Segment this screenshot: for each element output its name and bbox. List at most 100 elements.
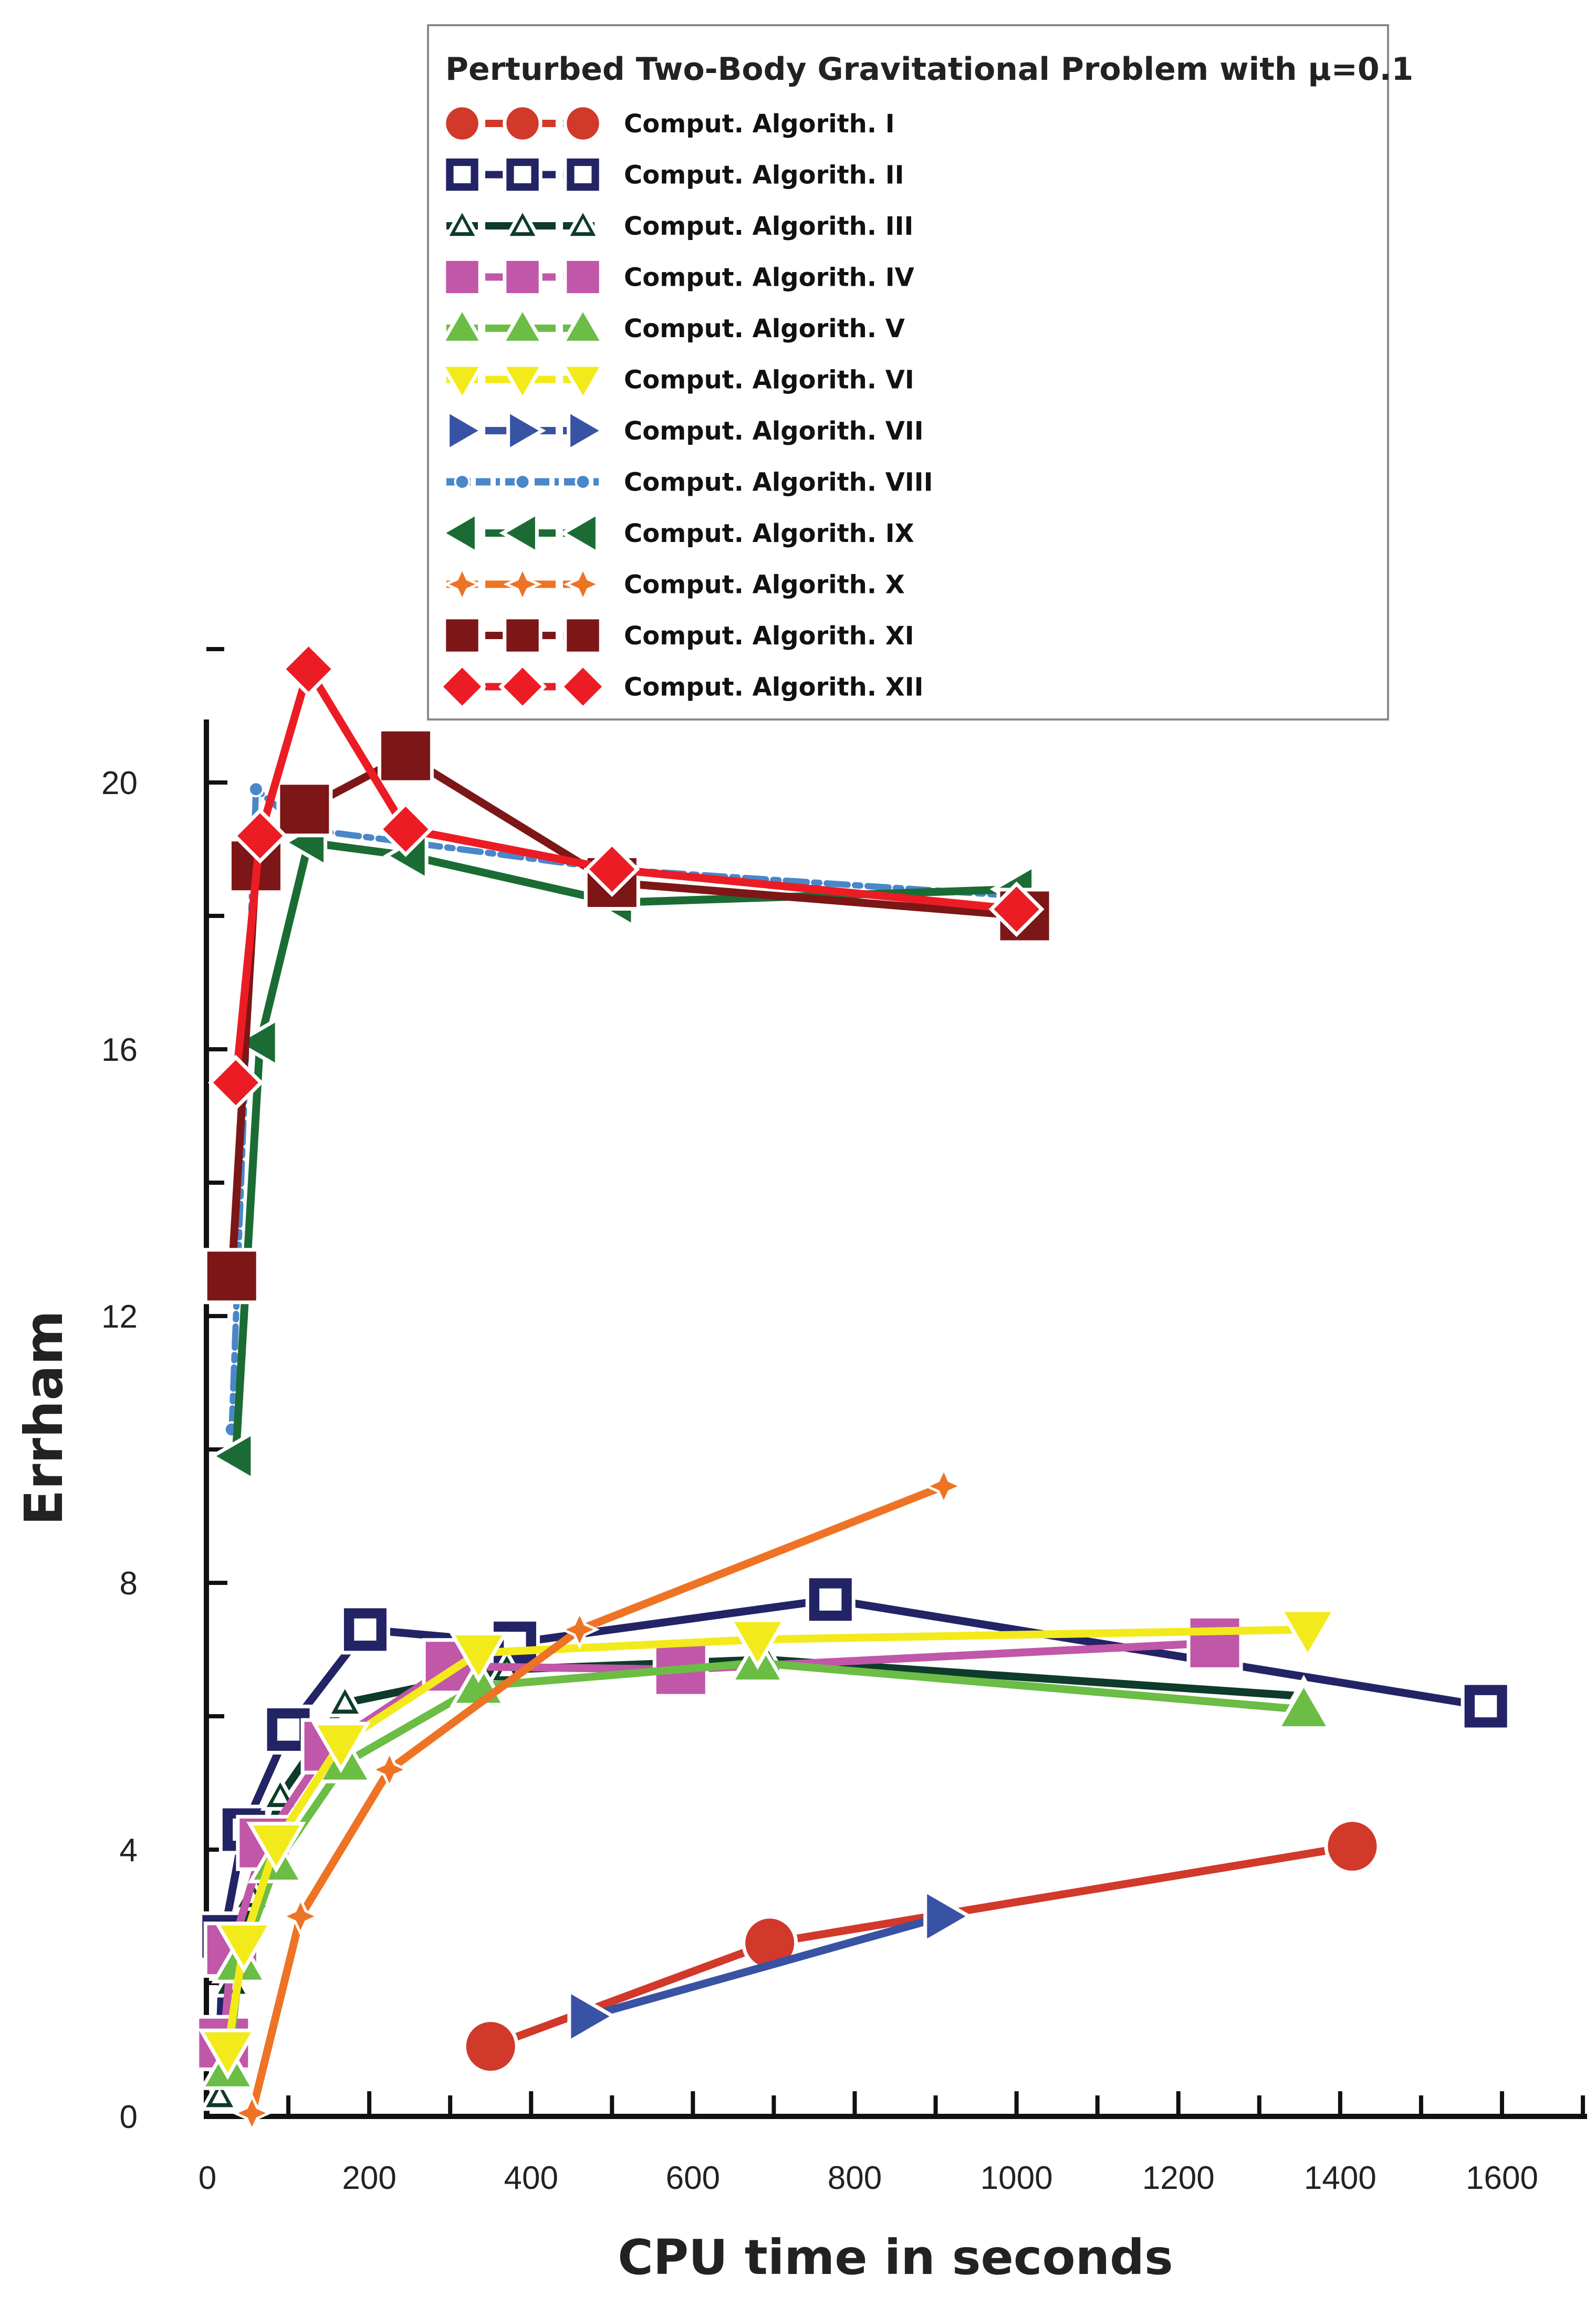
square-marker bbox=[503, 615, 543, 655]
legend-item: Comput. Algorith. IX bbox=[439, 510, 914, 556]
series-11 bbox=[203, 727, 1053, 1305]
triangle-left-marker bbox=[233, 1016, 279, 1069]
legend-label: Comput. Algorith. I bbox=[624, 109, 895, 139]
legend-item: Comput. Algorith. X bbox=[443, 565, 905, 604]
series-7 bbox=[567, 1887, 973, 2045]
legend-item: Comput. Algorith. V bbox=[439, 305, 905, 345]
square-marker bbox=[563, 257, 603, 297]
diamond-marker bbox=[232, 808, 288, 864]
square-open-marker bbox=[503, 154, 543, 195]
star-marker bbox=[280, 1896, 321, 1937]
legend-title: Perturbed Two-Body Gravitational Problem… bbox=[445, 51, 1413, 88]
triangle-down-marker bbox=[499, 363, 546, 403]
square-open-marker bbox=[1461, 1681, 1511, 1731]
diamond-marker bbox=[207, 1055, 264, 1111]
x-tick-label: 1200 bbox=[1142, 2160, 1215, 2196]
triangle-open-marker bbox=[564, 205, 602, 240]
circle-marker bbox=[1324, 1818, 1381, 1875]
legend-label: Comput. Algorith. II bbox=[624, 161, 904, 190]
square-open-marker bbox=[340, 1604, 390, 1655]
diamond-marker bbox=[988, 881, 1045, 937]
triangle-down-marker bbox=[214, 1922, 274, 1974]
x-tick-label: 0 bbox=[199, 2160, 216, 2196]
square-inner bbox=[354, 1618, 377, 1641]
square-marker bbox=[203, 1248, 260, 1305]
square-outer bbox=[503, 154, 543, 195]
triangle-up-marker bbox=[439, 305, 485, 345]
legend-item: Comput. Algorith. VI bbox=[439, 363, 914, 403]
legend-item: Comput. Algorith. IV bbox=[442, 257, 914, 297]
square-open-marker bbox=[805, 1574, 856, 1625]
diamond-marker bbox=[498, 662, 547, 711]
circle-marker bbox=[442, 103, 482, 143]
triangle-inner bbox=[212, 2089, 227, 2103]
triangle-inner bbox=[455, 218, 470, 233]
legend: Perturbed Two-Body Gravitational Problem… bbox=[427, 24, 1413, 721]
axes: 0 4 8 12 16 20 0 200 400 600 800 1000 1200 1400 1600 bbox=[101, 647, 1587, 2196]
legend-label: Comput. Algorith. VI bbox=[624, 366, 914, 395]
y-axis-title: Errham bbox=[13, 1310, 75, 1526]
diamond-marker bbox=[378, 801, 434, 857]
square-inner bbox=[819, 1588, 842, 1611]
triangle-right-marker bbox=[923, 1887, 973, 1945]
triangle-right-marker bbox=[567, 408, 607, 454]
triangle-up-marker bbox=[1275, 1680, 1333, 1730]
star-marker bbox=[923, 1466, 964, 1507]
square-inner bbox=[514, 166, 531, 183]
series-line bbox=[583, 1912, 948, 2020]
square-inner bbox=[1475, 1695, 1497, 1718]
legend-label: Comput. Algorith. VII bbox=[624, 416, 924, 446]
triangle-down-marker bbox=[311, 1721, 371, 1773]
diamond-marker bbox=[584, 841, 640, 898]
y-tick-label: 12 bbox=[101, 1299, 138, 1335]
x-axis-title: CPU time in seconds bbox=[618, 2229, 1173, 2286]
series-1 bbox=[462, 1818, 1381, 2075]
y-tick-label: 16 bbox=[101, 1032, 138, 1068]
triangle-open-marker bbox=[503, 205, 542, 240]
triangle-open-marker bbox=[200, 2075, 240, 2111]
y-tick-label: 8 bbox=[120, 1566, 138, 1602]
x-tick-label: 1000 bbox=[980, 2160, 1053, 2196]
series-line bbox=[232, 665, 1021, 1087]
triangle-right-marker bbox=[446, 408, 486, 454]
y-tick-label: 0 bbox=[120, 2099, 138, 2135]
series-layer bbox=[194, 641, 1511, 2134]
legend-label: Comput. Algorith. III bbox=[624, 212, 913, 241]
circle-marker bbox=[503, 103, 543, 143]
legend-label: Comput. Algorith. X bbox=[624, 570, 905, 600]
x-tick-label: 600 bbox=[666, 2160, 720, 2196]
triangle-left-marker bbox=[439, 510, 478, 556]
triangle-inner bbox=[273, 1789, 288, 1803]
square-inner bbox=[453, 166, 471, 183]
square-open-marker bbox=[563, 154, 603, 195]
y-tick-label: 20 bbox=[101, 765, 138, 801]
x-tick-label: 1400 bbox=[1304, 2160, 1376, 2196]
triangle-up-marker bbox=[560, 305, 606, 345]
series-12 bbox=[207, 641, 1045, 1111]
series-9 bbox=[208, 816, 1036, 1483]
star-marker bbox=[564, 565, 602, 604]
legend-label: Comput. Algorith. XI bbox=[624, 621, 914, 651]
square-inner bbox=[277, 1718, 300, 1741]
legend-label: Comput. Algorith. XII bbox=[624, 673, 924, 702]
circle-marker bbox=[514, 474, 531, 490]
square-marker bbox=[442, 615, 482, 655]
square-marker bbox=[503, 257, 543, 297]
triangle-down-marker bbox=[448, 1632, 508, 1683]
circle-marker bbox=[247, 781, 264, 798]
triangle-left-marker bbox=[559, 510, 599, 556]
circle-marker bbox=[462, 2018, 519, 2075]
legend-item: Comput. Algorith. VIII bbox=[446, 468, 933, 497]
triangle-down-marker bbox=[246, 1822, 306, 1873]
legend-label: Comput. Algorith. IV bbox=[624, 263, 914, 293]
legend-item: Comput. Algorith. III bbox=[443, 205, 913, 241]
star-marker bbox=[232, 2093, 273, 2134]
legend-item: Comput. Algorith. I bbox=[442, 103, 895, 143]
series-10 bbox=[232, 1466, 964, 2134]
triangle-up-marker bbox=[499, 305, 546, 345]
square-marker bbox=[563, 615, 603, 655]
series-line bbox=[232, 838, 1021, 1460]
square-inner bbox=[574, 166, 592, 183]
triangle-left-marker bbox=[499, 510, 539, 556]
